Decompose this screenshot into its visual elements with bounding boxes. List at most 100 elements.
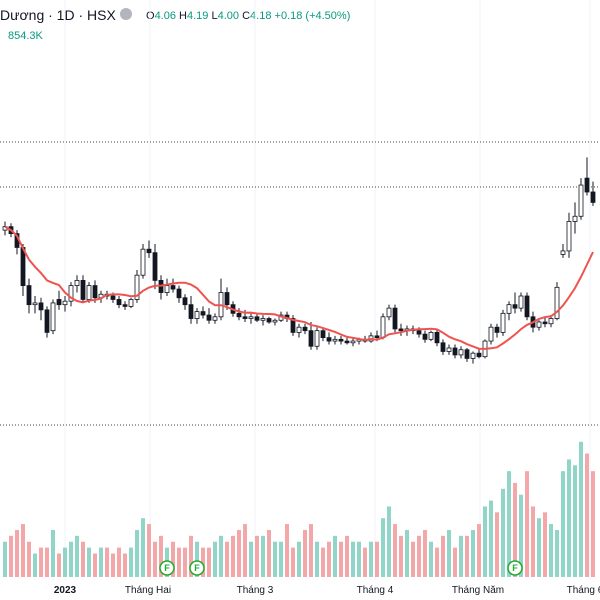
volume-bar — [513, 482, 517, 577]
candle-body — [68, 285, 74, 302]
candle-body — [386, 307, 392, 318]
candle-body — [44, 309, 50, 333]
volume-bar — [369, 541, 373, 577]
volume-bar — [339, 541, 343, 577]
event-marker-icon[interactable]: F — [189, 560, 205, 576]
volume-bar — [333, 535, 337, 577]
candle-body — [20, 247, 26, 286]
candle-body — [290, 318, 296, 333]
volume-bar — [489, 500, 493, 577]
candle-body — [176, 288, 182, 299]
candle-body — [254, 316, 260, 321]
open-value: 4.06 — [154, 10, 176, 22]
candle-body — [500, 312, 506, 333]
volume-bar — [231, 535, 235, 577]
candle-body — [506, 304, 512, 314]
volume-bar — [417, 535, 421, 577]
candles[interactable] — [2, 157, 596, 364]
volume-bar — [201, 547, 205, 577]
volume-bar — [21, 524, 25, 577]
volume-bar — [579, 441, 583, 577]
volume-bar — [429, 541, 433, 577]
volume-bar — [291, 547, 295, 577]
candle-body — [164, 285, 170, 293]
x-axis-label: Tháng Năm — [452, 585, 504, 596]
volume-bar — [243, 524, 247, 577]
volume-bar — [393, 524, 397, 577]
grid-lines — [64, 0, 591, 580]
candle-body — [260, 318, 266, 321]
volume-bar — [381, 518, 385, 577]
candle-body — [182, 297, 188, 306]
volume-bar — [285, 524, 289, 577]
status-dot-icon[interactable] — [120, 8, 132, 20]
volume-bar — [189, 535, 193, 577]
candle-body — [554, 286, 560, 319]
volume-bar — [303, 529, 307, 577]
volume-bar — [543, 512, 547, 577]
volume-bar — [129, 547, 133, 577]
volume-bar — [57, 553, 61, 577]
high-label: H — [179, 10, 187, 22]
candle-body — [38, 302, 44, 311]
volume-bar — [51, 529, 55, 577]
candle-body — [470, 352, 476, 359]
high-value: 4.19 — [187, 10, 209, 22]
candle-body — [116, 299, 122, 306]
volume-bar — [219, 535, 223, 577]
volume-bar — [183, 547, 187, 577]
volume-bar — [483, 506, 487, 577]
event-marker-icon[interactable]: F — [507, 560, 523, 576]
volume-bar — [531, 506, 535, 577]
low-value: 4.00 — [217, 10, 240, 22]
volume-readout: 854.3K — [8, 30, 43, 42]
volume-bar — [525, 471, 529, 577]
candle-body — [446, 347, 452, 352]
event-marker-label: F — [194, 563, 200, 573]
volume-bar — [459, 535, 463, 577]
candle-body — [86, 285, 92, 300]
symbol-title[interactable]: Dương · 1D · HSX — [0, 7, 116, 23]
candle-body — [308, 330, 314, 347]
candle-body — [440, 342, 446, 352]
volume-bar — [435, 547, 439, 577]
candle-body — [350, 340, 356, 344]
volume-bar — [81, 541, 85, 577]
volume-bar — [441, 535, 445, 577]
candle-body — [332, 338, 338, 342]
candle-body — [452, 347, 458, 356]
volume-bar — [15, 529, 19, 577]
volume-bar — [309, 524, 313, 577]
volume-bar — [237, 529, 241, 577]
candle-body — [56, 299, 62, 306]
close-label: C — [242, 10, 251, 22]
candle-body — [374, 335, 380, 339]
volume-bar — [453, 547, 457, 577]
candle-body — [296, 326, 302, 333]
volume-bar — [153, 541, 157, 577]
volume-bar — [537, 518, 541, 577]
volume-bar — [159, 535, 163, 577]
candle-body — [224, 292, 230, 306]
x-axis-label: Tháng 4 — [357, 585, 394, 596]
volume-bar — [507, 471, 511, 577]
volume-bar — [273, 541, 277, 577]
candle-body — [212, 316, 218, 321]
candle-body — [512, 304, 518, 309]
moving-average-line — [4, 225, 594, 350]
candle-body — [326, 337, 332, 342]
candle-body — [548, 318, 554, 325]
volume-bar — [69, 541, 73, 577]
candle-body — [110, 295, 116, 300]
volume-bar — [387, 506, 391, 577]
candle-body — [524, 295, 530, 318]
candle-body — [74, 279, 80, 286]
volume-bar — [195, 541, 199, 577]
event-marker-icon[interactable]: F — [159, 560, 175, 576]
candle-body — [206, 314, 212, 321]
candle-body — [542, 321, 548, 325]
volume-bar — [411, 541, 415, 577]
volume-bar — [117, 547, 121, 577]
